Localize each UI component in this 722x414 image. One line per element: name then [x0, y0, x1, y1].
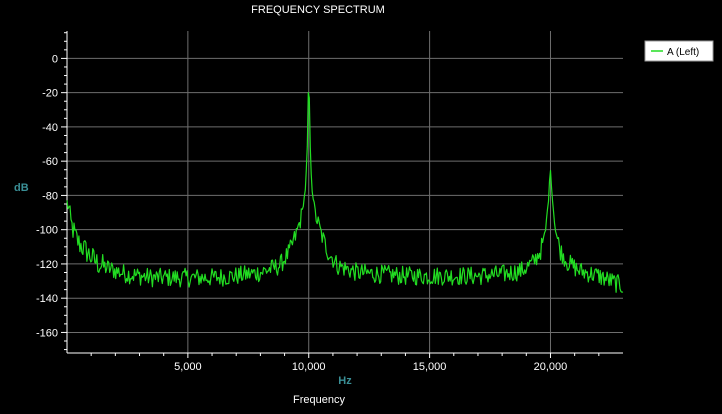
y-tick-label: -100 — [36, 225, 58, 237]
y-tick-label: -60 — [42, 156, 58, 168]
y-axis-label: dB — [14, 182, 29, 194]
legend-entry-a-left: A (Left) — [667, 47, 699, 58]
y-tick-label: -20 — [42, 88, 58, 100]
y-tick-label: -140 — [36, 293, 58, 305]
series-line-a-left — [66, 91, 624, 293]
x-axis-unit: Hz — [338, 375, 352, 387]
chart-title: FREQUENCY SPECTRUM — [251, 4, 385, 16]
x-tick-label: 15,000 — [413, 361, 447, 373]
x-tick-label: 5,000 — [174, 361, 202, 373]
series-layer — [66, 91, 624, 293]
y-tick-label: 0 — [52, 53, 58, 65]
legend-box — [644, 40, 714, 62]
y-tick-label: -160 — [36, 327, 58, 339]
axes — [61, 31, 623, 358]
plot-area — [67, 31, 623, 353]
x-tick-labels: 5,000 10,000 15,000 20,000 — [174, 361, 567, 373]
legend: A (Left) — [644, 40, 714, 62]
x-tick-label: 20,000 — [534, 361, 568, 373]
y-tick-label: -120 — [36, 259, 58, 271]
x-axis-label: Frequency — [293, 394, 345, 406]
grid-lines — [67, 31, 623, 353]
y-tick-label: -80 — [42, 190, 58, 202]
x-tick-label: 10,000 — [292, 361, 326, 373]
y-tick-labels: 0 -20 -40 -60 -80 -100 -120 -140 -160 — [36, 53, 58, 339]
y-tick-label: -40 — [42, 122, 58, 134]
